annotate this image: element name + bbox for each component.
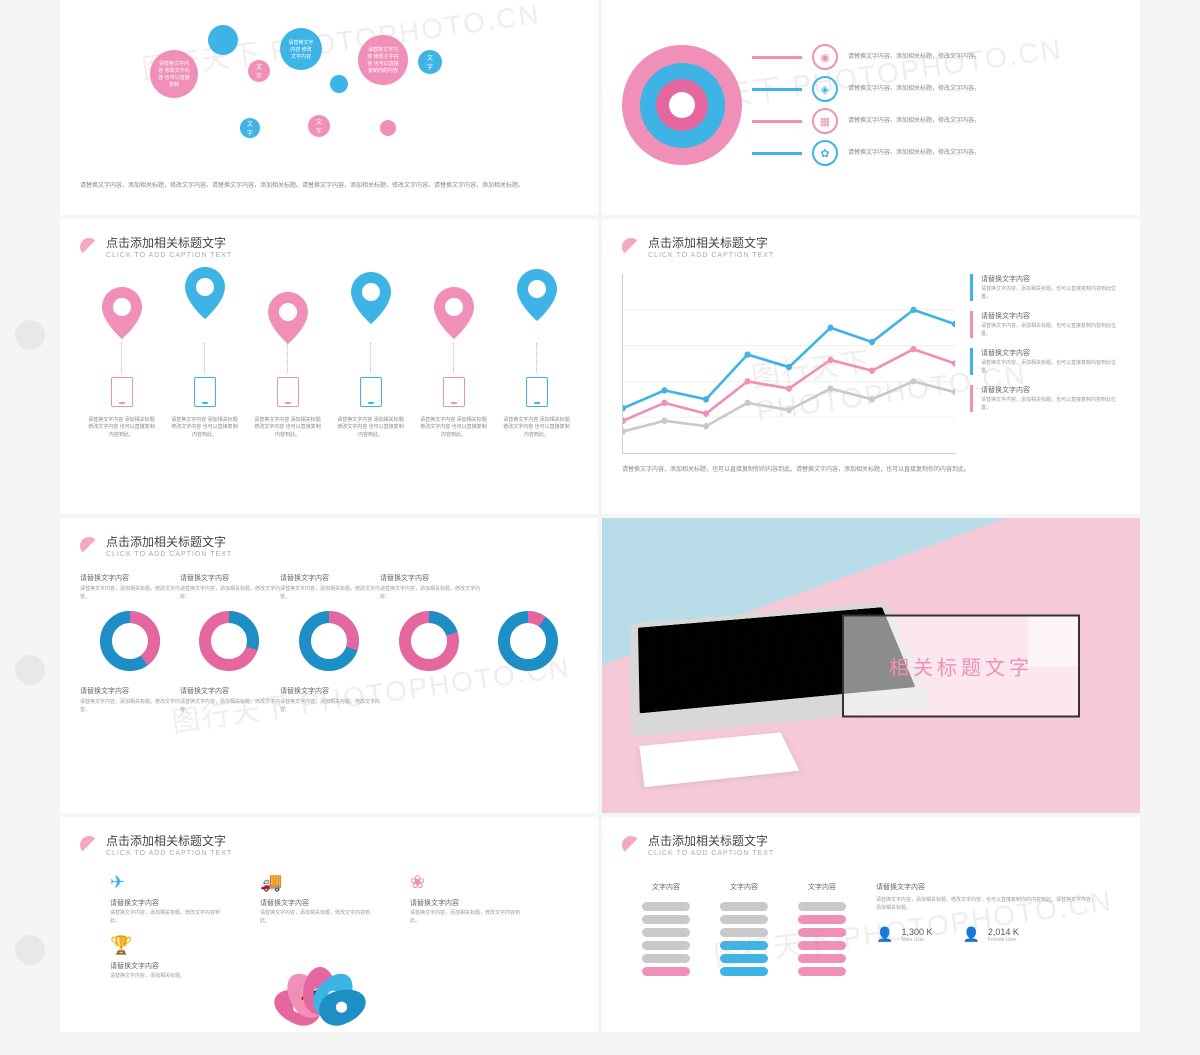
header-title: 点击添加相关标题文字: [106, 234, 232, 251]
header-sub: CLICK TO ADD CAPTION TEXT: [648, 252, 774, 259]
header-icon: [622, 836, 640, 854]
side-desc: 请替换文字内容，添加相关标题，修改文字内容，也可以直接复制你的内容到此。请替换文…: [876, 896, 1100, 912]
bubble: [208, 25, 238, 55]
caption: 请替换文字内容请替换文字内容，添加相关标题，修改文字内容。: [180, 573, 280, 601]
pin-item: 请替换文字内容 添加相关标题 修改文字内容 也可以直接复制 内容到此。: [336, 272, 406, 440]
slide-header: 点击添加相关标题文字 CLICK TO ADD CAPTION TEXT: [80, 533, 578, 558]
donut: 20%: [399, 611, 459, 671]
legend-item: 请替换文字内容请替换文字内容，添加相关标题，也可以直接复制内容到此位置。: [970, 311, 1120, 338]
line-chart: [622, 274, 955, 454]
item-desc: 请替换文字内容，添加相关标题。: [110, 973, 220, 981]
notebook-graphic: [639, 732, 799, 787]
slide-bubbles: 图行天下 PHOTOPHOTO.CN 请替换文字内容 修改文字内容 也可以直接复…: [60, 0, 598, 215]
item-title: 请替换文字内容: [110, 961, 220, 971]
slide-icons-flower: 点击添加相关标题文字 CLICK TO ADD CAPTION TEXT ✈请替…: [60, 817, 598, 1032]
caption: 请替换文字内容请替换文字内容，添加相关标题，修改文字内容。: [380, 573, 480, 601]
donut: 30%: [299, 611, 359, 671]
caption: 请替换文字内容请替换文字内容，添加相关标题，修改文字内容。: [280, 573, 380, 601]
bubble: 请替换文字内容 修改文字内容 也可以直接复制: [150, 50, 198, 98]
header-sub: CLICK TO ADD CAPTION TEXT: [106, 850, 232, 857]
header-title: 点击添加相关标题文字: [648, 234, 774, 251]
bubble: 文字: [418, 50, 442, 74]
legend-item: 请替换文字内容请替换文字内容，添加相关标题，也可以直接复制内容到此位置。: [970, 385, 1120, 412]
section-title: 相关标题文字: [889, 651, 1033, 680]
bubble-chart: 请替换文字内容 修改文字内容 也可以直接复制文字请替换文字内容 修改文字内容请替…: [80, 20, 578, 170]
branch-item: ▦请替换文字内容，添加相关标题，修改文字内容。: [752, 108, 1120, 134]
chart-legend: 请替换文字内容请替换文字内容，添加相关标题，也可以直接复制内容到此位置。请替换文…: [970, 274, 1120, 454]
segmented-bars: 文字内容文字内容文字内容: [642, 882, 846, 976]
header-title: 点击添加相关标题文字: [106, 832, 232, 849]
bubble: 请替换文字内容 修改文字内容: [280, 28, 322, 70]
trophy-item: 🏆 请替换文字内容 请替换文字内容，添加相关标题。: [110, 935, 220, 981]
slide-segbars: 点击添加相关标题文字 CLICK TO ADD CAPTION TEXT 图行天…: [602, 817, 1140, 1032]
bubble: 请替换文字内容 修改文字内容 也可以直接复制你的内容: [358, 35, 408, 85]
slide-header: 点击添加相关标题文字 CLICK TO ADD CAPTION TEXT: [622, 832, 1120, 857]
bubble: [330, 75, 348, 93]
pin-item: 请替换文字内容 添加相关标题 修改文字内容 也可以直接复制 内容到此。: [170, 267, 240, 440]
pin-item: 请替换文字内容 添加相关标题 修改文字内容 也可以直接复制 内容到此。: [502, 269, 572, 440]
caption: 请替换文字内容请替换文字内容，添加相关标题，修改文字内容。: [280, 686, 380, 714]
slide-photo-title: 相关标题文字: [602, 518, 1140, 813]
title-frame: 相关标题文字: [842, 614, 1080, 717]
header-title: 点击添加相关标题文字: [106, 533, 232, 550]
stats-row: 👤1,300 KMale User 👤2,014 KFemale User: [876, 926, 1100, 943]
side-title: 请替换文字内容: [876, 882, 1100, 892]
slide-branches: 图行天下 PHOTOPHOTO.CN ◉请替换文字内容，添加相关标题，修改文字内…: [602, 0, 1140, 215]
trophy-icon: 🏆: [110, 935, 220, 956]
donut: 40%: [100, 611, 160, 671]
side-panel: 请替换文字内容 请替换文字内容，添加相关标题，修改文字内容，也可以直接复制你的内…: [876, 882, 1100, 976]
slide-donuts: 点击添加相关标题文字 CLICK TO ADD CAPTION TEXT 图行天…: [60, 518, 598, 813]
legend-item: 请替换文字内容请替换文字内容，添加相关标题，也可以直接复制内容到此位置。: [970, 274, 1120, 301]
donut-captions-bottom: 请替换文字内容请替换文字内容，添加相关标题，修改文字内容。请替换文字内容请替换文…: [80, 686, 578, 714]
header-icon: [80, 238, 98, 256]
slide-header: 点击添加相关标题文字 CLICK TO ADD CAPTION TEXT: [80, 832, 578, 857]
header-sub: CLICK TO ADD CAPTION TEXT: [106, 551, 232, 558]
donut-row: 40% 30% 30% 20% 10%: [80, 611, 578, 671]
footer-text: 请替换文字内容，添加相关标题，也可以直接复制你的内容到此。请替换文字内容，添加相…: [622, 466, 1120, 476]
pin-item: 请替换文字内容 添加相关标题 修改文字内容 也可以直接复制 内容到此。: [253, 292, 323, 440]
branch-list: ◉请替换文字内容，添加相关标题，修改文字内容。 ◈请替换文字内容，添加相关标题，修…: [752, 44, 1120, 166]
legend-item: 请替换文字内容请替换文字内容，添加相关标题，也可以直接复制内容到此位置。: [970, 348, 1120, 375]
slide-pins: 点击添加相关标题文字 CLICK TO ADD CAPTION TEXT 请替换…: [60, 219, 598, 514]
slide-grid: 图行天下 PHOTOPHOTO.CN 请替换文字内容 修改文字内容 也可以直接复…: [0, 0, 1200, 1032]
slide-linechart: 点击添加相关标题文字 CLICK TO ADD CAPTION TEXT 图行天…: [602, 219, 1140, 514]
header-title: 点击添加相关标题文字: [648, 832, 774, 849]
header-sub: CLICK TO ADD CAPTION TEXT: [106, 252, 232, 259]
bubble: 文字: [240, 118, 260, 138]
bubble: 文字: [308, 115, 330, 137]
pin-item: 请替换文字内容 添加相关标题 修改文字内容 也可以直接复制 内容到此。: [87, 287, 157, 440]
icon-item: ❀请替换文字内容请替换文字内容，添加相关标题，修改文字内容到此。: [410, 872, 520, 925]
icon-row: ✈请替换文字内容请替换文字内容，添加相关标题，修改文字内容到此。 🚚请替换文字内容…: [80, 872, 578, 925]
icon-item: 🚚请替换文字内容请替换文字内容，添加相关标题，修改文字内容到此。: [260, 872, 370, 925]
donut-captions-top: 请替换文字内容请替换文字内容，添加相关标题，修改文字内容。请替换文字内容请替换文…: [80, 573, 578, 601]
slide-header: 点击添加相关标题文字 CLICK TO ADD CAPTION TEXT: [622, 234, 1120, 259]
branch-item: ◉请替换文字内容，添加相关标题，修改文字内容。: [752, 44, 1120, 70]
caption: 请替换文字内容请替换文字内容，添加相关标题，修改文字内容。: [80, 686, 180, 714]
header-icon: [622, 238, 640, 256]
branch-item: ✿请替换文字内容，添加相关标题，修改文字内容。: [752, 140, 1120, 166]
caption: 请替换文字内容请替换文字内容，添加相关标题，修改文字内容。: [180, 686, 280, 714]
caption: 请替换文字内容请替换文字内容，添加相关标题，修改文字内容。: [80, 573, 180, 601]
bubble: 文字: [248, 60, 270, 82]
stat-item: 👤1,300 KMale User: [876, 926, 932, 943]
bar-column: 文字内容: [720, 882, 768, 976]
pin-row: 请替换文字内容 添加相关标题 修改文字内容 也可以直接复制 内容到此。请替换文字…: [80, 274, 578, 439]
branch-item: ◈请替换文字内容，添加相关标题，修改文字内容。: [752, 76, 1120, 102]
header-sub: CLICK TO ADD CAPTION TEXT: [648, 850, 774, 857]
petal-fan: ⬤🚀📷⬤⬤: [250, 935, 390, 1015]
footer-text: 请替换文字内容，添加相关标题，修改文字内容。请替换文字内容，添加相关标题。请替换…: [80, 182, 578, 192]
donut: 30%: [199, 611, 259, 671]
donut: 10%: [498, 611, 558, 671]
slide-header: 点击添加相关标题文字 CLICK TO ADD CAPTION TEXT: [80, 234, 578, 259]
header-icon: [80, 537, 98, 555]
icon-item: ✈请替换文字内容请替换文字内容，添加相关标题，修改文字内容到此。: [110, 872, 220, 925]
bar-column: 文字内容: [798, 882, 846, 976]
bar-column: 文字内容: [642, 882, 690, 976]
hub-node: [622, 45, 742, 165]
pin-item: 请替换文字内容 添加相关标题 修改文字内容 也可以直接复制 内容到此。: [419, 287, 489, 440]
bubble: [380, 120, 396, 136]
header-icon: [80, 836, 98, 854]
stat-item: 👤2,014 KFemale User: [962, 926, 1018, 943]
